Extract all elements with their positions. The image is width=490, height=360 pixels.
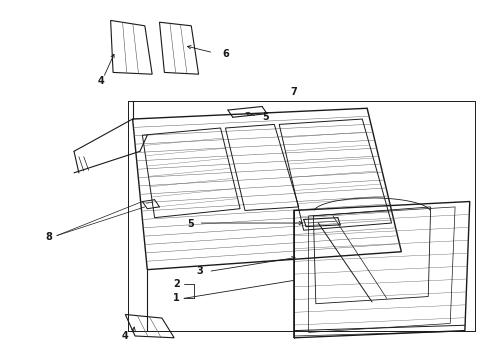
Text: 7: 7: [291, 87, 297, 97]
Text: 5: 5: [187, 219, 194, 229]
Text: 4: 4: [98, 76, 104, 86]
Text: 2: 2: [173, 279, 180, 289]
Text: 6: 6: [222, 49, 229, 59]
Text: 8: 8: [45, 232, 52, 242]
Text: 1: 1: [173, 293, 180, 303]
Text: 5: 5: [263, 112, 270, 122]
Text: 3: 3: [196, 266, 203, 276]
Text: 4: 4: [122, 331, 129, 341]
